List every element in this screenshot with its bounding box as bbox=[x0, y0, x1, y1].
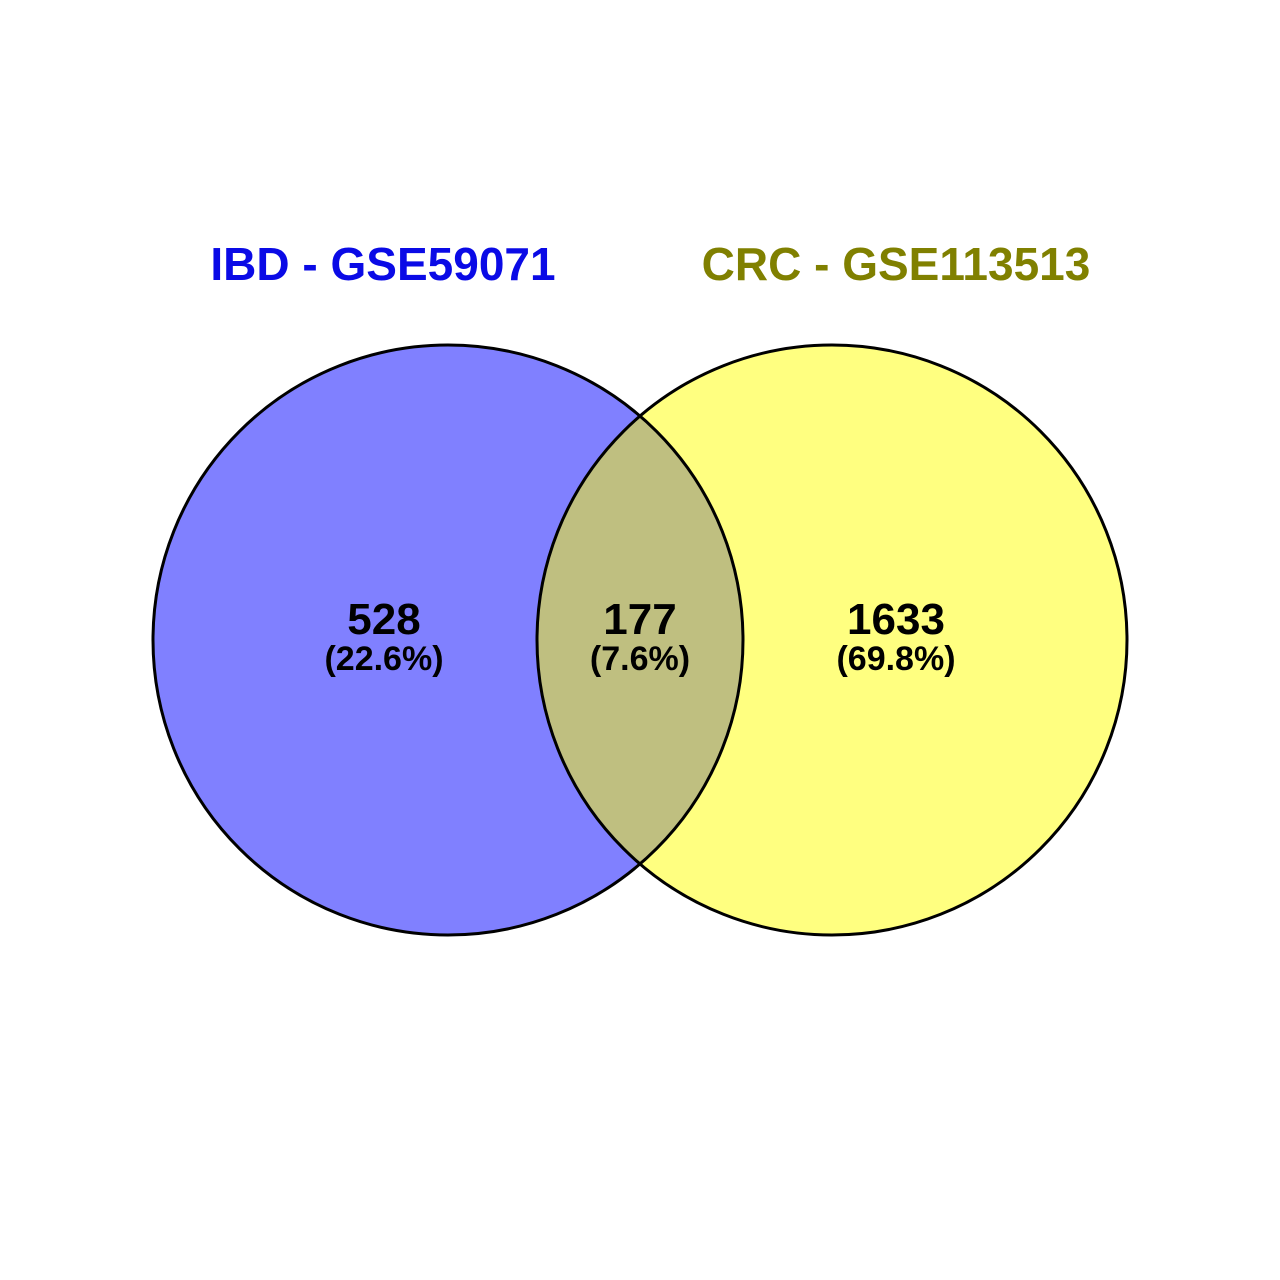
right-only-percent: (69.8%) bbox=[836, 640, 955, 678]
circle-ibd-outline bbox=[151, 343, 745, 937]
overlap-region bbox=[537, 345, 743, 935]
set-label-ibd: IBD - GSE59071 bbox=[210, 238, 555, 290]
left-only-percent: (22.6%) bbox=[324, 640, 443, 678]
set-label-crc: CRC - GSE113513 bbox=[702, 238, 1091, 290]
right-only-count: 1633 bbox=[847, 595, 945, 644]
left-only-count: 528 bbox=[347, 595, 420, 644]
intersection-percent: (7.6%) bbox=[590, 640, 690, 678]
circle-crc-outline bbox=[535, 343, 1129, 937]
intersection-count: 177 bbox=[603, 595, 676, 644]
